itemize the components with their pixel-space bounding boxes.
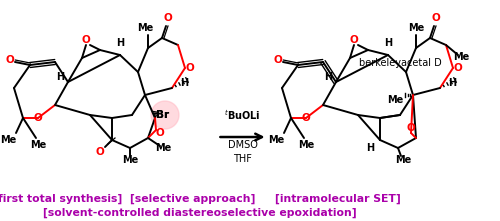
Text: H: H	[180, 78, 188, 88]
Text: O: O	[350, 35, 358, 45]
Text: H: H	[56, 72, 64, 82]
Text: [selective approach]: [selective approach]	[130, 194, 255, 204]
Text: Me: Me	[137, 23, 153, 33]
Text: O: O	[454, 63, 462, 73]
Text: Br: Br	[156, 110, 170, 120]
Text: O: O	[96, 147, 104, 157]
Text: O: O	[302, 113, 310, 123]
Text: Me: Me	[122, 155, 138, 165]
Circle shape	[151, 101, 179, 129]
Text: O: O	[156, 128, 164, 138]
Text: Me: Me	[453, 52, 469, 62]
Text: Me: Me	[387, 95, 403, 105]
Text: Me: Me	[155, 143, 171, 153]
Text: H: H	[448, 78, 456, 88]
Text: H: H	[384, 38, 392, 48]
Text: O: O	[432, 13, 440, 23]
Text: O: O	[274, 55, 282, 65]
Text: $^t$BuOLi: $^t$BuOLi	[224, 108, 261, 122]
Text: Me: Me	[30, 140, 46, 150]
Text: THF: THF	[233, 154, 252, 164]
Text: [first total synthesis]: [first total synthesis]	[0, 194, 122, 204]
Text: Me: Me	[0, 135, 16, 145]
Text: O: O	[82, 35, 90, 45]
Text: O: O	[164, 13, 172, 23]
Text: berkeleyacetal D: berkeleyacetal D	[358, 58, 442, 68]
Text: O: O	[6, 55, 15, 65]
Text: Me: Me	[408, 23, 424, 33]
Text: O: O	[34, 113, 42, 123]
Text: Me: Me	[268, 135, 284, 145]
Text: [intramolecular SET]: [intramolecular SET]	[274, 194, 400, 204]
Text: O: O	[406, 123, 416, 133]
Text: H: H	[324, 72, 332, 82]
Text: Me: Me	[298, 140, 314, 150]
Text: Br: Br	[156, 110, 170, 120]
Text: H: H	[366, 143, 374, 153]
Text: H: H	[116, 38, 124, 48]
Text: O: O	[186, 63, 194, 73]
Text: [solvent-controlled diastereoselective epoxidation]: [solvent-controlled diastereoselective e…	[43, 208, 357, 218]
Text: DMSO: DMSO	[228, 140, 258, 150]
Text: Me: Me	[395, 155, 411, 165]
